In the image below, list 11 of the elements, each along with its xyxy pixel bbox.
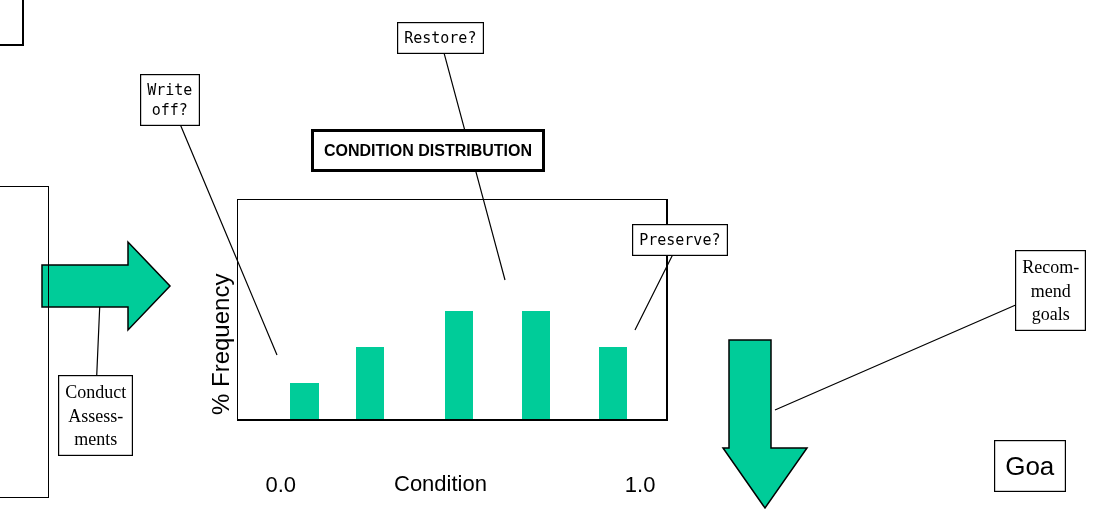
text: Restore?: [404, 29, 477, 48]
text: Write off?: [147, 81, 193, 119]
text: Preserve?: [639, 231, 721, 250]
y-axis-title: % Frequency: [207, 273, 234, 415]
text: Recom- mend goals: [1022, 257, 1080, 324]
text: Conduct Assess- ments: [65, 382, 127, 449]
x-tick-label: 1.0: [624, 471, 656, 497]
chart-title: CONDITION DISTRIBUTION: [324, 142, 532, 159]
text: Goa: [1005, 451, 1055, 482]
x-axis-title: Condition: [394, 471, 487, 496]
x-tick-label: 0.0: [265, 471, 297, 497]
